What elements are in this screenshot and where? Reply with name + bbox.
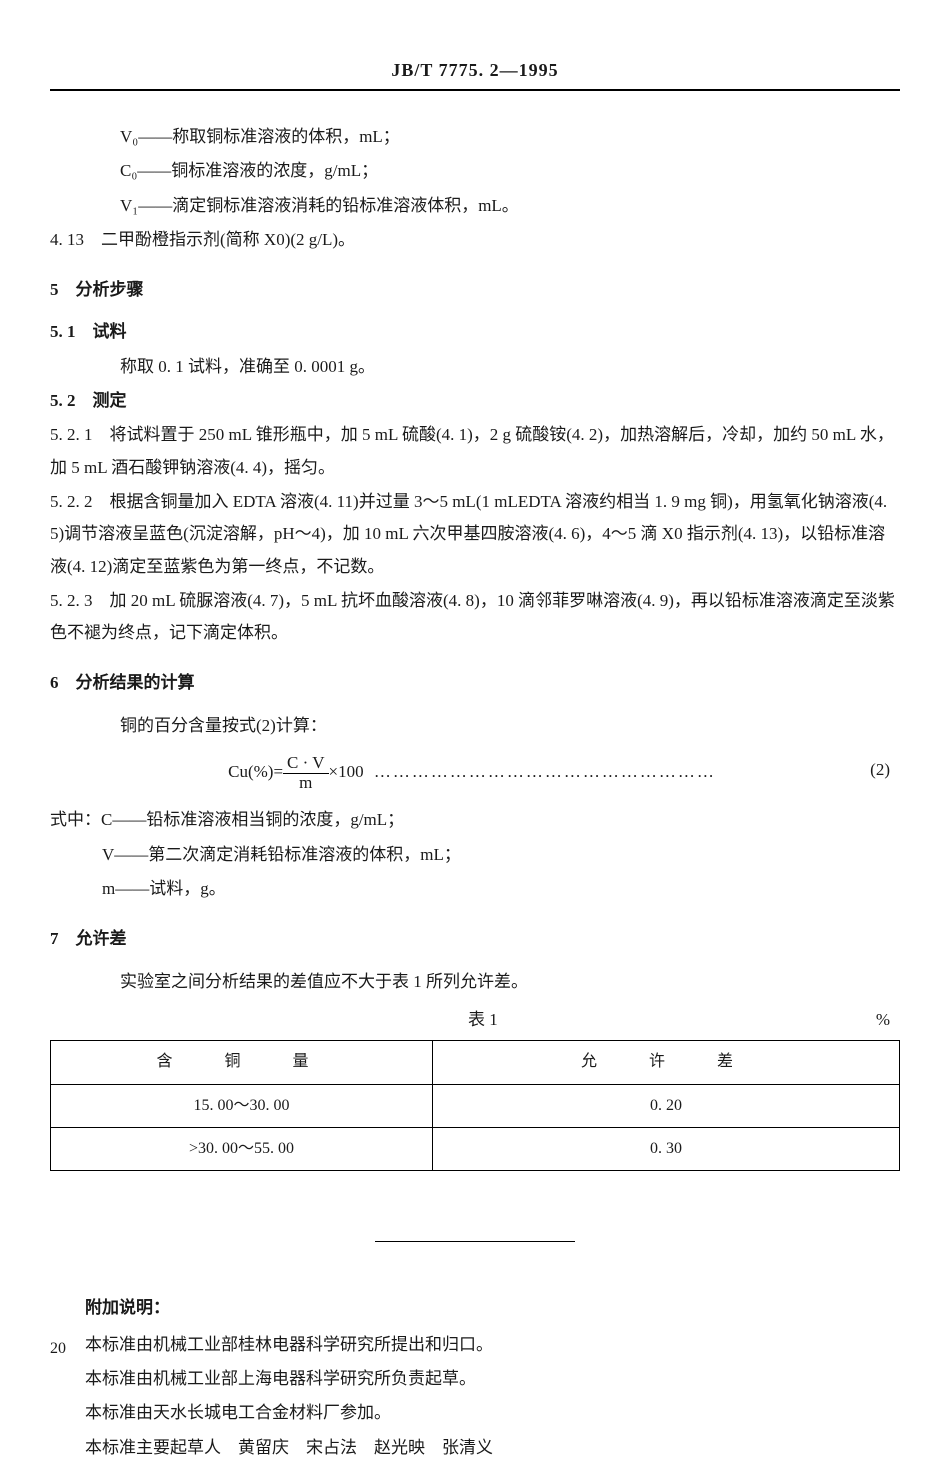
section-6-intro: 铜的百分含量按式(2)计算：: [50, 710, 900, 742]
section-7-title: 7 允许差: [50, 923, 900, 955]
table-caption: 表 1: [90, 1004, 876, 1036]
table-row: >30. 00～55. 00 0. 30: [51, 1127, 900, 1170]
where-c: 式中：C——铅标准溶液相当铜的浓度，g/mL；: [50, 804, 900, 836]
section-6-title: 6 分析结果的计算: [50, 667, 900, 699]
section-5-2-2: 5. 2. 2 根据含铜量加入 EDTA 溶液(4. 11)并过量 3～5 mL…: [50, 486, 900, 583]
appendix-line: 本标准由机械工业部上海电器科学研究所负责起草。: [85, 1363, 900, 1395]
table-row: 15. 00～30. 00 0. 20: [51, 1084, 900, 1127]
formula-tail: ×100: [329, 762, 364, 781]
table-cell: 15. 00～30. 00: [51, 1084, 433, 1127]
formula-eqnum: (2): [870, 754, 890, 786]
symbol-def-v1: V₁——滴定铜标准溶液消耗的铅标准溶液体积，mL。: [50, 190, 900, 222]
table-header-row: 含 铜 量 允 许 差: [51, 1041, 900, 1084]
appendix-line: 本标准由天水长城电工合金材料厂参加。: [85, 1397, 900, 1429]
section-4-13: 4. 13 二甲酚橙指示剂(简称 X0)(2 g/L)。: [50, 224, 900, 256]
document-body: V₀——称取铜标准溶液的体积，mL； C₀——铜标准溶液的浓度，g/mL； V₁…: [50, 121, 900, 1464]
tolerance-table: 含 铜 量 允 许 差 15. 00～30. 00 0. 20 >30. 00～…: [50, 1040, 900, 1171]
symbol-def-c0: C₀——铜标准溶液的浓度，g/mL；: [50, 155, 900, 187]
where-v: V——第二次滴定消耗铅标准溶液的体积，mL；: [50, 839, 900, 871]
appendix-title: 附加说明：: [85, 1292, 900, 1324]
formula-lhs: Cu(%)=: [228, 762, 283, 781]
appendix-line: 本标准主要起草人 黄留庆 宋占法 赵光映 张清义: [85, 1432, 900, 1464]
section-5-2-1: 5. 2. 1 将试料置于 250 mL 锥形瓶中，加 5 mL 硫酸(4. 1…: [50, 419, 900, 484]
table-unit: %: [876, 1004, 900, 1036]
table-header-content: 含 铜 量: [51, 1041, 433, 1084]
page-number: 20: [50, 1340, 66, 1358]
section-5-1-title: 5. 1 试料: [50, 316, 900, 348]
section-5-2-title: 5. 2 测定: [50, 385, 900, 417]
appendix-line: 本标准由机械工业部桂林电器科学研究所提出和归口。: [85, 1329, 900, 1361]
appendix-block: 附加说明： 本标准由机械工业部桂林电器科学研究所提出和归口。 本标准由机械工业部…: [50, 1292, 900, 1463]
formula-fraction: C · Vm: [283, 754, 328, 792]
table-cell: >30. 00～55. 00: [51, 1127, 433, 1170]
formula-numerator: C · V: [283, 754, 328, 774]
section-5-1-body: 称取 0. 1 试料，准确至 0. 0001 g。: [50, 351, 900, 383]
table-caption-row: 表 1 %: [50, 1004, 900, 1036]
section-5-2-3: 5. 2. 3 加 20 mL 硫脲溶液(4. 7)，5 mL 抗坏血酸溶液(4…: [50, 585, 900, 650]
symbol-def-v0: V₀——称取铜标准溶液的体积，mL；: [50, 121, 900, 153]
formula-cu-percent: Cu(%)=C · Vm×100 ……………………………………………… (2): [50, 754, 900, 792]
standard-header: JB/T 7775. 2—1995: [50, 60, 900, 91]
section-5-title: 5 分析步骤: [50, 274, 900, 306]
formula-denominator: m: [283, 774, 328, 793]
section-7-intro: 实验室之间分析结果的差值应不大于表 1 所列允许差。: [50, 966, 900, 998]
table-header-tolerance: 允 许 差: [433, 1041, 900, 1084]
table-cell: 0. 30: [433, 1127, 900, 1170]
formula-dots: ………………………………………………: [374, 762, 716, 781]
end-divider: [375, 1241, 575, 1242]
where-m: m——试料，g。: [50, 873, 900, 905]
table-cell: 0. 20: [433, 1084, 900, 1127]
